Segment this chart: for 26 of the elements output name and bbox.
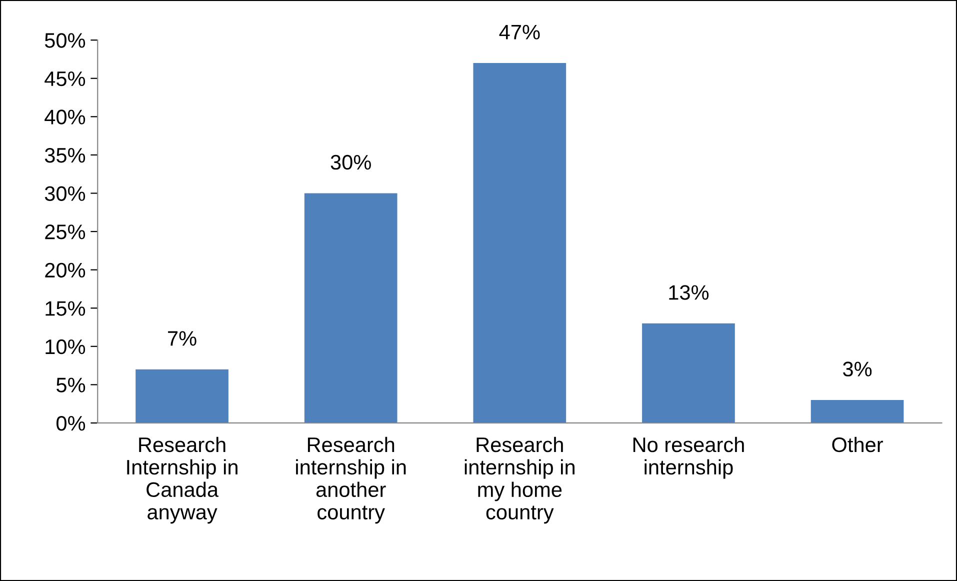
y-tick-label: 25% — [45, 224, 86, 240]
bar — [136, 369, 228, 423]
y-tick-label: 10% — [46, 339, 86, 354]
bar — [304, 193, 398, 423]
data-label: 7% — [168, 331, 196, 346]
y-tick-label: 45% — [44, 71, 86, 86]
y-tick-label: 0% — [56, 416, 86, 431]
x-tick-label: Research Internship in Canada anyway — [127, 436, 238, 524]
y-tick-label: 5% — [56, 378, 86, 392]
data-label: 13% — [669, 285, 709, 300]
y-tick-label: 30% — [44, 186, 86, 201]
data-label: 3% — [843, 362, 872, 376]
x-tick-label: Research internship in my home country — [464, 436, 574, 524]
data-label: 47% — [499, 24, 540, 40]
x-tick-label: Research internship in another country — [296, 436, 406, 524]
bar — [473, 63, 566, 423]
bar — [810, 400, 904, 423]
y-tick-label: 50% — [44, 33, 86, 48]
y-tick-label: 40% — [44, 110, 86, 124]
bar — [642, 323, 735, 423]
y-tick-label: 20% — [45, 262, 86, 278]
x-tick-label: Other — [832, 436, 883, 452]
y-tick-label: 15% — [46, 301, 86, 316]
y-tick-label: 35% — [44, 148, 86, 163]
data-label: 30% — [330, 154, 371, 170]
x-tick-label: No research internship — [633, 436, 744, 479]
